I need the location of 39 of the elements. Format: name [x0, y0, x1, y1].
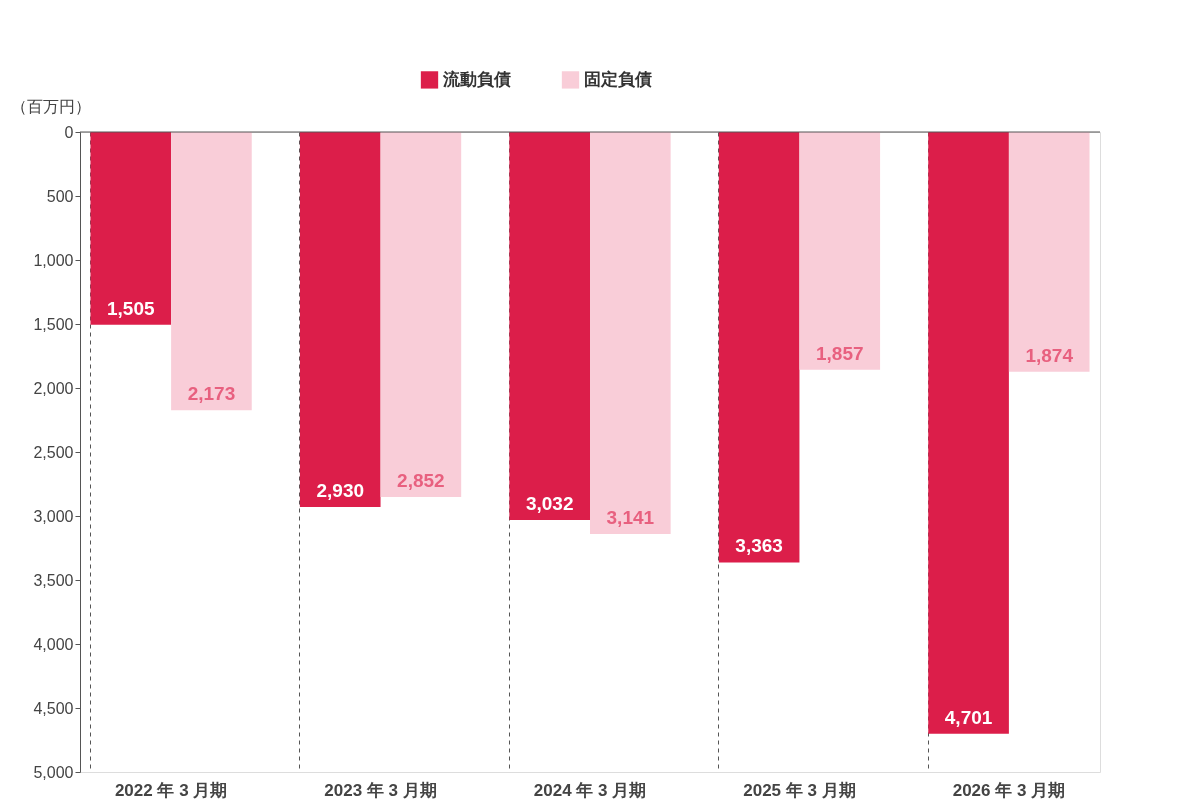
y-tick-label: 1,500 — [33, 315, 74, 333]
bar — [299, 132, 381, 508]
y-tick-label: 2,500 — [33, 443, 74, 461]
bar — [799, 132, 881, 370]
y-tick-label: 5,000 — [33, 763, 74, 781]
legend-label: 固定負債 — [584, 69, 652, 89]
bar — [1008, 132, 1090, 372]
x-tick-label: 2024 年 3 月期 — [533, 780, 647, 799]
bar — [718, 132, 800, 563]
y-axis-title: （百万円） — [10, 97, 91, 115]
bar — [509, 132, 590, 521]
y-tick-label: 2,000 — [33, 379, 74, 397]
y-tick-label: 4,000 — [33, 635, 74, 653]
y-tick-label: 500 — [46, 187, 74, 205]
x-tick-label: 2023 年 3 月期 — [324, 780, 437, 799]
x-tick-label: 2026 年 3 月期 — [952, 780, 1066, 799]
x-tick-label: 2022 年 3 月期 — [114, 780, 228, 799]
data-label: 1,857 — [815, 342, 864, 364]
bar — [590, 132, 671, 535]
y-tick-label: 3,000 — [33, 507, 74, 525]
y-tick-label: 0 — [64, 123, 74, 141]
data-label: 3,032 — [525, 493, 574, 515]
data-label: 2,930 — [316, 480, 365, 502]
y-tick-label: 3,500 — [33, 571, 74, 589]
bar — [380, 132, 462, 498]
legend-label: 流動負債 — [442, 69, 511, 89]
data-label: 2,173 — [187, 383, 236, 405]
bar — [90, 132, 172, 325]
bar — [928, 132, 1009, 734]
data-label: 1,505 — [107, 297, 155, 319]
y-tick-label: 1,000 — [33, 251, 74, 269]
data-label: 2,852 — [397, 470, 445, 492]
data-label: 3,141 — [606, 507, 655, 529]
data-label: 4,701 — [944, 706, 993, 728]
bar — [171, 132, 252, 411]
y-tick-label: 4,500 — [33, 699, 74, 717]
data-label: 3,363 — [735, 535, 783, 557]
data-label: 1,874 — [1025, 344, 1074, 366]
x-tick-label: 2025 年 3 月期 — [743, 780, 856, 799]
